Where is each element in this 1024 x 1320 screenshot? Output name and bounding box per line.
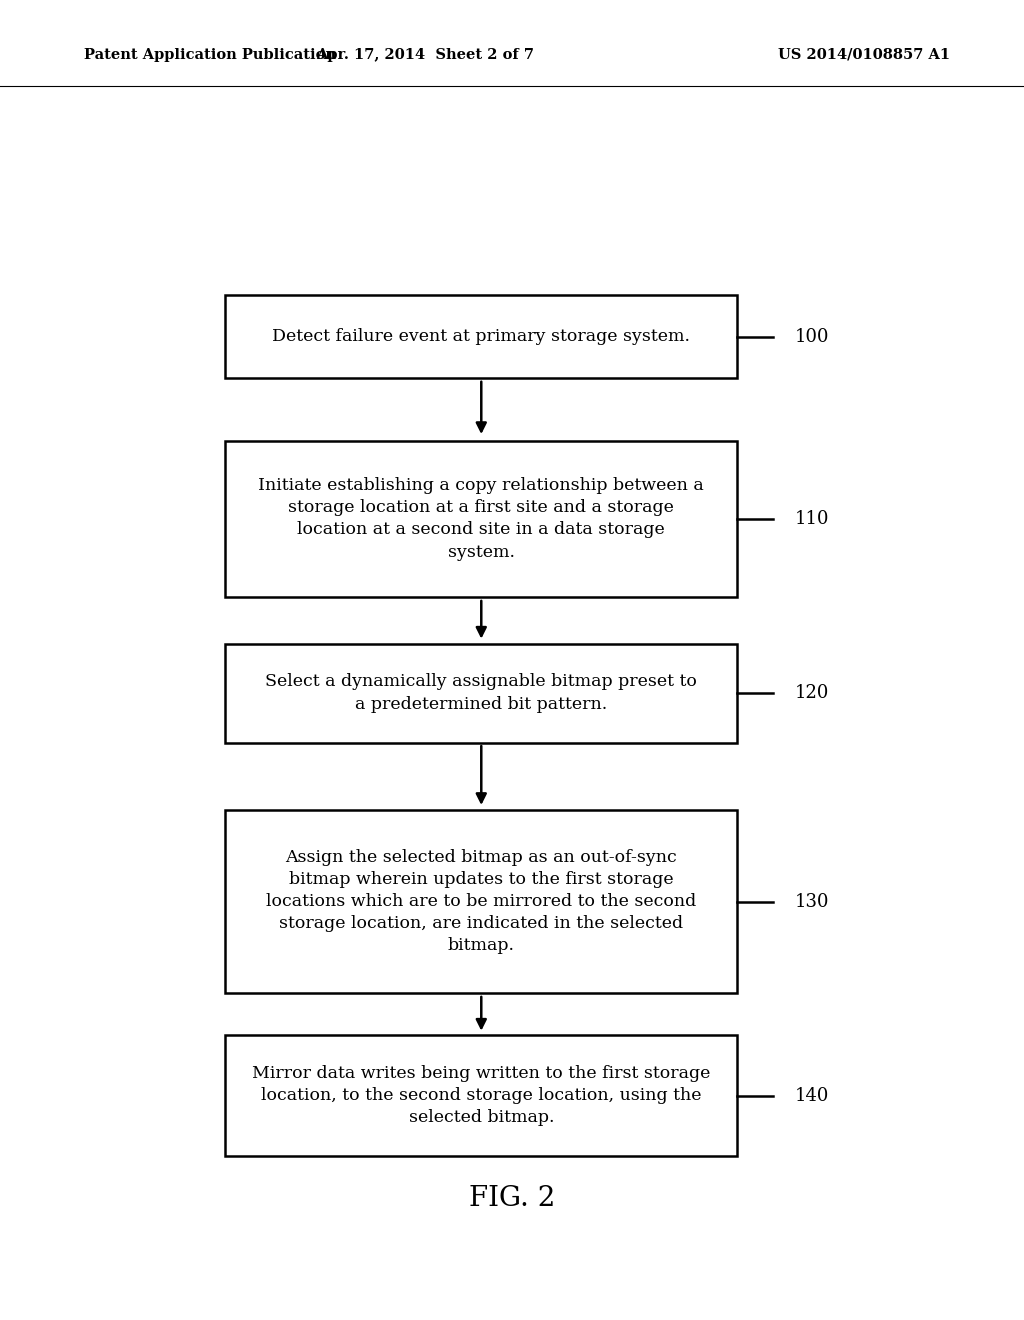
Text: Initiate establishing a copy relationship between a
storage location at a first : Initiate establishing a copy relationshi… [258, 477, 705, 561]
Text: 110: 110 [795, 510, 829, 528]
Text: Patent Application Publication: Patent Application Publication [84, 48, 336, 62]
FancyBboxPatch shape [225, 441, 737, 597]
Text: 100: 100 [795, 327, 829, 346]
Text: 130: 130 [795, 892, 829, 911]
Text: Mirror data writes being written to the first storage
location, to the second st: Mirror data writes being written to the … [252, 1065, 711, 1126]
Text: Detect failure event at primary storage system.: Detect failure event at primary storage … [272, 329, 690, 345]
Text: 140: 140 [795, 1086, 829, 1105]
Text: Select a dynamically assignable bitmap preset to
a predetermined bit pattern.: Select a dynamically assignable bitmap p… [265, 673, 697, 713]
Text: 120: 120 [795, 684, 829, 702]
Text: FIG. 2: FIG. 2 [469, 1185, 555, 1212]
Text: Assign the selected bitmap as an out-of-sync
bitmap wherein updates to the first: Assign the selected bitmap as an out-of-… [266, 849, 696, 954]
FancyBboxPatch shape [225, 810, 737, 993]
Text: Apr. 17, 2014  Sheet 2 of 7: Apr. 17, 2014 Sheet 2 of 7 [316, 48, 534, 62]
FancyBboxPatch shape [225, 296, 737, 378]
FancyBboxPatch shape [225, 644, 737, 742]
Text: US 2014/0108857 A1: US 2014/0108857 A1 [778, 48, 950, 62]
FancyBboxPatch shape [225, 1035, 737, 1156]
